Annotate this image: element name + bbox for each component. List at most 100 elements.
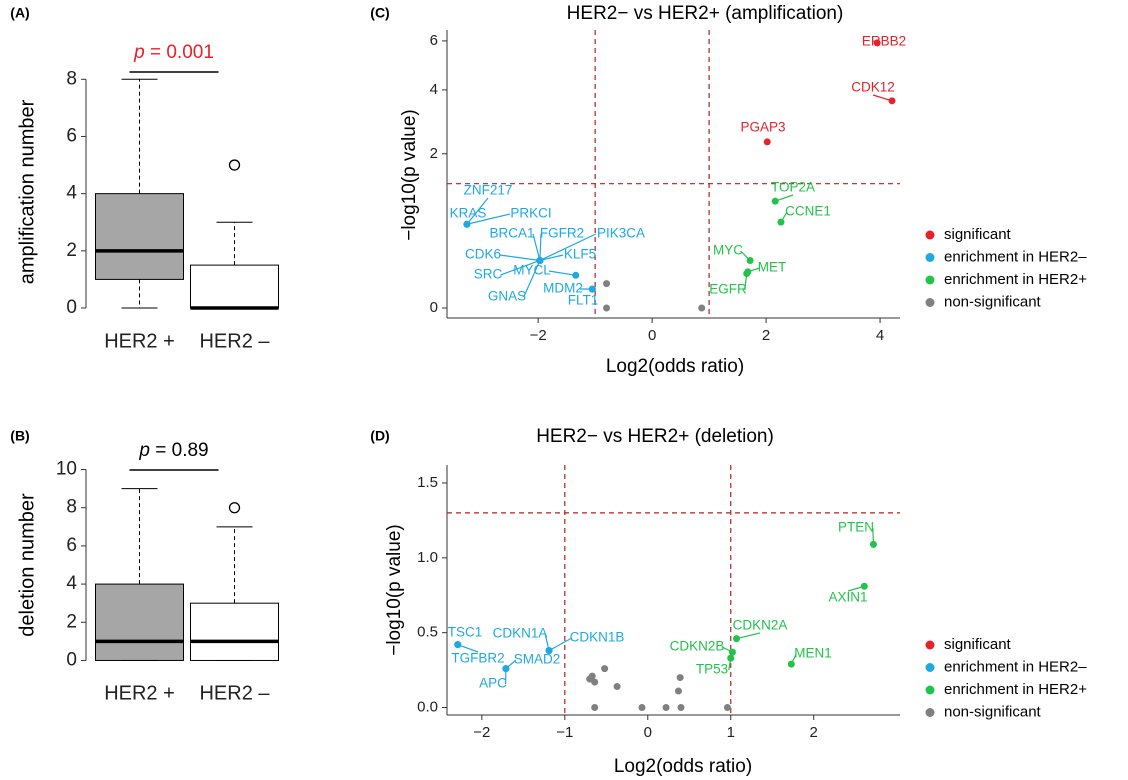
legend-label: enrichment in HER2– (944, 248, 1087, 265)
x-tick-label: −2 (530, 327, 547, 344)
point-label: TGFBR2 (451, 651, 504, 666)
legend-swatch (925, 230, 935, 240)
y-tick-label: 8 (66, 497, 77, 518)
panel-label: (B) (10, 428, 29, 444)
point (588, 285, 596, 293)
point (601, 665, 609, 673)
point-label: PRKCI (510, 206, 551, 221)
leader-line (548, 270, 576, 276)
x-tick-label: 2 (810, 724, 818, 741)
point-label: CDKN2B (670, 639, 725, 654)
point-label: MDM2 (543, 281, 583, 296)
point (869, 540, 877, 548)
point (613, 683, 621, 691)
point-label: MYCL (513, 263, 551, 278)
x-tick-label: HER2 – (199, 682, 270, 704)
annotation-italic: p (138, 440, 150, 461)
x-tick-label: 4 (876, 327, 884, 344)
legend-label: significant (944, 226, 1012, 243)
y-tick-label: 2 (66, 611, 77, 632)
x-tick-label: HER2 + (104, 330, 175, 352)
point-label: PIK3CA (597, 226, 645, 241)
y-tick-label: 4 (66, 573, 77, 594)
point (454, 641, 462, 649)
legend-swatch (925, 663, 935, 672)
leader-line (539, 233, 597, 262)
box (95, 583, 184, 661)
point (603, 280, 611, 288)
x-tick-label: 0 (644, 724, 652, 741)
point (603, 304, 611, 312)
point (572, 271, 580, 279)
y-tick-label: 10 (56, 459, 77, 480)
point (463, 220, 471, 228)
panel-label: (A) (10, 5, 29, 21)
point (676, 674, 684, 682)
point-label: MET (758, 260, 787, 275)
y-tick-label: 1.0 (417, 549, 438, 566)
leader-line (466, 213, 511, 225)
point (674, 687, 682, 695)
y-axis-title: amplification number (16, 99, 38, 284)
point-label: CDKN1B (570, 630, 625, 645)
y-axis-title: deletion number (16, 493, 38, 637)
legend-swatch (925, 253, 935, 262)
point-label: TP53 (696, 662, 728, 677)
point (662, 704, 670, 712)
point-label: EGFR (709, 282, 747, 297)
y-tick-label: 0.0 (417, 698, 438, 715)
y-tick-label: 6 (66, 535, 77, 556)
legend-label: significant (944, 636, 1012, 653)
y-tick-label: 8 (66, 68, 77, 89)
leader-line (466, 197, 489, 225)
legend-label: enrichment in HER2+ (944, 271, 1087, 288)
point (698, 304, 706, 312)
point (771, 197, 779, 205)
x-tick-label: 0 (648, 327, 656, 344)
panel-label: (C) (370, 5, 389, 21)
leader-line (736, 632, 761, 640)
point-label: BRCA1 (489, 226, 534, 241)
y-tick-label: 0 (66, 649, 77, 670)
legend-label: enrichment in HER2– (944, 658, 1087, 675)
point (743, 270, 751, 278)
point (545, 647, 553, 655)
point-label: KLF5 (564, 247, 596, 262)
point (677, 704, 685, 712)
y-tick-label: 1.5 (417, 474, 438, 491)
panel-label: (D) (370, 428, 389, 444)
point (787, 660, 795, 668)
box (95, 193, 184, 280)
y-tick-label: 2 (66, 240, 77, 261)
point (502, 665, 510, 673)
point-label: CDK12 (851, 80, 895, 95)
legend-label: enrichment in HER2+ (944, 681, 1087, 698)
annotation: p = 0.001 (133, 42, 214, 63)
x-tick-label: HER2 + (104, 682, 175, 704)
point (638, 704, 646, 712)
point-label: GNAS (488, 289, 526, 304)
point-label: ERBB2 (862, 34, 906, 49)
y-tick-label: 6 (430, 32, 438, 49)
leader-line (523, 260, 541, 298)
point-label: MYC (713, 243, 743, 258)
point-label: CDKN1A (493, 626, 548, 641)
point-label: FLT1 (568, 293, 599, 308)
point-label: TSC1 (448, 625, 483, 640)
x-tick-label: 1 (727, 724, 735, 741)
x-axis-title: Log2(odds ratio) (614, 756, 752, 777)
point-label: CCNE1 (785, 204, 831, 219)
legend-label: non-significant (944, 703, 1042, 720)
point-label: TOP2A (771, 180, 815, 195)
point-label: FGFR2 (540, 226, 584, 241)
legend-swatch (925, 685, 935, 695)
point-label: PTEN (838, 520, 874, 535)
y-tick-label: 4 (66, 183, 77, 204)
point-label: ZNF217 (464, 183, 513, 198)
point-label: CDK6 (465, 247, 501, 262)
leader-line (457, 644, 479, 653)
point-label: SMAD2 (514, 652, 561, 667)
leader-line (539, 233, 542, 261)
point (591, 704, 599, 712)
y-tick-label: 2 (430, 145, 438, 162)
